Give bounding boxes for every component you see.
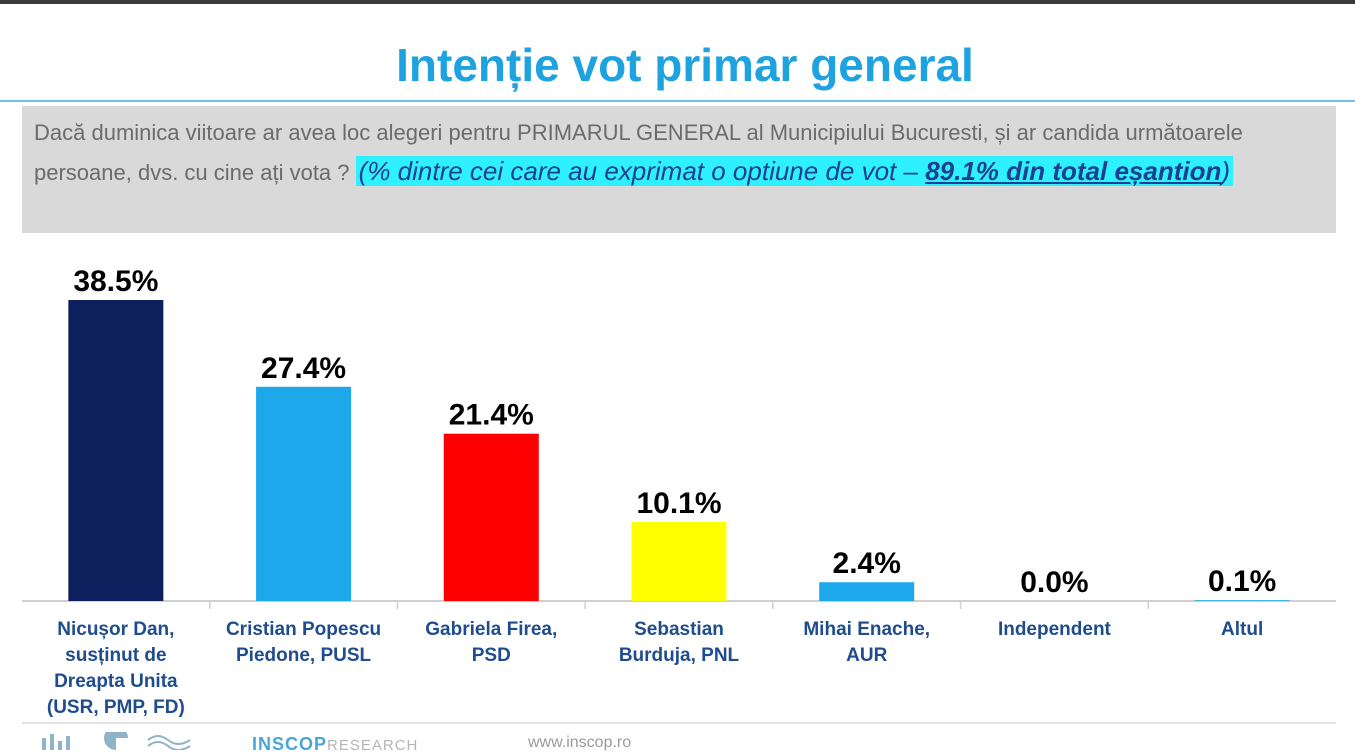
data-label: 0.0%	[1020, 566, 1088, 599]
category-label: Sebastian Burduja, PNL	[619, 619, 740, 666]
title-divider	[0, 100, 1355, 102]
brand-suffix: RESEARCH	[327, 737, 419, 754]
question-text: Dacă duminica viitoare ar avea loc alege…	[34, 120, 1243, 185]
footer-divider	[22, 722, 1336, 724]
bar-chart: 38.5% Nicușor Dan, susținut de Dreapta Unit…	[22, 265, 1336, 718]
note-prefix: (% dintre cei care au exprimat o optiune…	[358, 156, 926, 186]
question-note: (% dintre cei care au exprimat o optiune…	[355, 156, 1234, 186]
category-label: Cristian Popescu Piedone, PUSL	[226, 619, 381, 666]
wave-icon	[147, 735, 191, 750]
category-label: Independent	[998, 619, 1112, 640]
bar	[256, 386, 352, 601]
top-border	[0, 0, 1355, 4]
page-title: Intenție vot primar general	[396, 39, 974, 91]
data-label: 21.4%	[449, 399, 534, 432]
category-label: Nicușor Dan, susținut de Dreapta Unita (USR…	[47, 619, 185, 718]
bar	[1194, 600, 1290, 601]
website-link[interactable]: www.inscop.ro	[528, 734, 632, 751]
bar	[443, 433, 539, 601]
footer: INSCOPRESEARCH www.inscop.ro	[0, 722, 1355, 754]
data-label: 0.1%	[1208, 565, 1276, 598]
pie-chart-icon	[104, 732, 128, 750]
category-label: Mihai Enache, AUR	[803, 619, 930, 666]
bar	[819, 582, 915, 601]
category-label: Altul	[1221, 619, 1263, 640]
bar	[631, 522, 727, 601]
bar	[68, 300, 164, 601]
data-label: 2.4%	[833, 547, 901, 580]
category-label: Gabriela Firea, PSD	[425, 619, 557, 666]
data-label: 38.5%	[73, 265, 158, 298]
note-emphasis: 89.1% din total eșantion	[925, 156, 1222, 186]
bar-chart-icon	[42, 734, 70, 750]
data-label: 10.1%	[636, 487, 721, 520]
question-box: Dacă duminica viitoare ar avea loc alege…	[22, 106, 1336, 233]
note-suffix: )	[1221, 156, 1231, 186]
brand-logo: INSCOPRESEARCH	[252, 734, 418, 755]
data-label: 27.4%	[261, 352, 346, 385]
brand-name: INSCOP	[252, 734, 328, 754]
